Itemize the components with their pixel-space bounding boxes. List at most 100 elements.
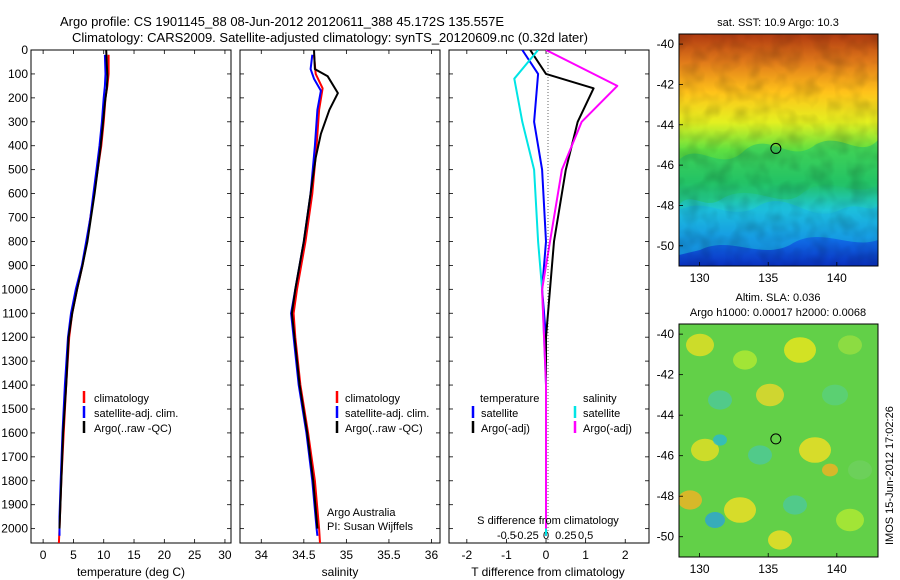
x-tick-label: -2 xyxy=(461,548,472,562)
legend-label: satellite xyxy=(481,408,518,420)
legend-label: Argo(-adj) xyxy=(583,423,632,435)
sla-heatmap xyxy=(679,324,878,557)
x-tick-label: 35 xyxy=(340,548,354,562)
x-tick-label: 2 xyxy=(622,548,629,562)
map-lon-label: 140 xyxy=(827,562,847,576)
depth-tick-label: 500 xyxy=(8,163,28,177)
figure-title-line1: Argo profile: CS 1901145_88 08-Jun-2012 … xyxy=(60,14,504,29)
sst-map-panel: sat. SST: 10.9 Argo: 10.3 130 135 140 -40 -4… xyxy=(657,17,879,285)
depth-tick-label: 1900 xyxy=(1,498,28,512)
x-tick-label: 20 xyxy=(158,548,172,562)
sla-eddy xyxy=(691,438,719,462)
temperature-series xyxy=(57,50,110,543)
salinity-x-axis: 34 34.5 35 35.5 36 xyxy=(255,50,439,562)
sla-eddy xyxy=(768,530,792,550)
depth-axis: 0 100 200 300 400 500 600 700 800 900 1000 1100 1200… xyxy=(1,43,231,536)
x-tick-label: 35.5 xyxy=(377,548,401,562)
map-lon-label: 135 xyxy=(758,562,778,576)
sla-map-panel: Altim. SLA: 0.036 Argo h1000: 0.00017 h2… xyxy=(657,292,879,576)
sla-map-title: Altim. SLA: 0.036 xyxy=(736,292,821,304)
argo-location-marker xyxy=(770,433,782,445)
imos-timestamp: IMOS 15-Jun-2012 17:02:26 xyxy=(884,406,896,545)
series-line-argo xyxy=(290,50,339,529)
map-lat-label: -42 xyxy=(657,368,675,382)
depth-tick-label: 0 xyxy=(21,43,28,57)
depth-tick-label: 600 xyxy=(8,187,28,201)
map-lat-label: -48 xyxy=(657,489,675,503)
map-lat-label: -50 xyxy=(657,239,675,253)
map-lat-label: -40 xyxy=(657,327,675,341)
sla-eddy xyxy=(713,434,727,446)
s-difference-xlabel: S difference from climatology xyxy=(477,515,619,527)
x-tick-label: 15 xyxy=(127,548,141,562)
legend-label: satellite-adj. clim. xyxy=(345,408,429,420)
x-tick-label: 34.5 xyxy=(292,548,316,562)
legend-header-temperature: temperature xyxy=(480,393,539,405)
sla-eddy xyxy=(822,384,848,406)
s-diff-tick-label: 0.5 xyxy=(578,530,593,542)
x-tick-label: 30 xyxy=(218,548,232,562)
depth-tick-label: 800 xyxy=(8,234,28,248)
s-diff-tick-label: -0.5 xyxy=(497,530,516,542)
x-tick-label: 5 xyxy=(70,548,77,562)
sla-eddy xyxy=(724,497,756,523)
t-difference-xlabel: T difference from climatology xyxy=(471,565,625,579)
sst-texture xyxy=(679,34,878,266)
salinity-legend: climatology satellite-adj. clim. Argo(..… xyxy=(335,391,429,435)
depth-tick-label: 100 xyxy=(8,67,28,81)
map-lat-label: -46 xyxy=(657,158,675,172)
map-lat-label: -42 xyxy=(657,77,675,91)
depth-tick-label: 900 xyxy=(8,258,28,272)
map-lon-label: 140 xyxy=(827,271,847,285)
legend-label: Argo(..raw -QC) xyxy=(94,423,172,435)
map-lat-label: -44 xyxy=(657,118,675,132)
depth-tick-label: 700 xyxy=(8,211,28,225)
depth-tick-label: 200 xyxy=(8,91,28,105)
s-diff-tick-label: -0.25 xyxy=(514,530,539,542)
map-lat-label: -44 xyxy=(657,408,675,422)
legend-label: satellite-adj. clim. xyxy=(94,408,178,420)
sla-eddy xyxy=(838,335,862,355)
sla-eddy xyxy=(848,460,872,480)
legend-label: Argo(..raw -QC) xyxy=(345,423,423,435)
salinity-xlabel: salinity xyxy=(322,565,359,579)
depth-tick-label: 2000 xyxy=(1,522,28,536)
sla-eddy xyxy=(799,437,831,463)
sla-eddy xyxy=(708,390,732,410)
argo-location-marker xyxy=(770,142,782,154)
sst-map-frame xyxy=(678,33,879,267)
x-tick-label: 36 xyxy=(425,548,439,562)
depth-tick-label: 1800 xyxy=(1,474,28,488)
legend-label: satellite xyxy=(583,408,620,420)
depth-tick-label: 1700 xyxy=(1,450,28,464)
difference-series xyxy=(513,50,619,536)
x-tick-label: 0 xyxy=(543,548,550,562)
series-line-climatology xyxy=(292,54,324,543)
map-lon-label: 135 xyxy=(758,271,778,285)
annotation-argo-australia: Argo Australia xyxy=(327,507,396,519)
series-line-argo xyxy=(58,50,109,529)
sla-map-axes: 130 135 140 -40 -42 -44 -46 -48 -50 xyxy=(657,327,848,576)
sla-eddy xyxy=(822,463,838,477)
difference-panel: -2 -1 0 1 2 -0.5-0.25 0 0.25 0.5 T difference fr… xyxy=(448,49,650,579)
map-lat-label: -40 xyxy=(657,37,675,51)
sla-map-subtitle: Argo h1000: 0.00017 h2000: 0.0068 xyxy=(690,307,866,319)
temperature-xlabel: temperature (deg C) xyxy=(77,565,185,579)
sla-eddy xyxy=(686,333,714,357)
map-lon-label: 130 xyxy=(690,562,710,576)
x-tick-label: 34 xyxy=(255,548,269,562)
sst-map-axes: 130 135 140 -40 -42 -44 -46 -48 -50 xyxy=(657,37,848,285)
salinity-axes-frame xyxy=(239,49,441,544)
x-tick-label: 25 xyxy=(188,548,202,562)
sst-map-title: sat. SST: 10.9 Argo: 10.3 xyxy=(717,17,839,29)
salinity-y-ticks xyxy=(240,49,440,530)
sla-eddy xyxy=(836,508,864,532)
difference-legend: temperature salinity satellite Argo(-adj… xyxy=(471,393,632,435)
sla-eddy xyxy=(748,445,772,465)
annotation-pi: PI: Susan Wijffels xyxy=(327,521,413,533)
map-lat-label: -48 xyxy=(657,198,675,212)
depth-tick-label: 400 xyxy=(8,139,28,153)
legend-label: climatology xyxy=(345,393,401,405)
s-diff-tick-label: 0.25 xyxy=(555,530,576,542)
depth-tick-label: 300 xyxy=(8,115,28,129)
